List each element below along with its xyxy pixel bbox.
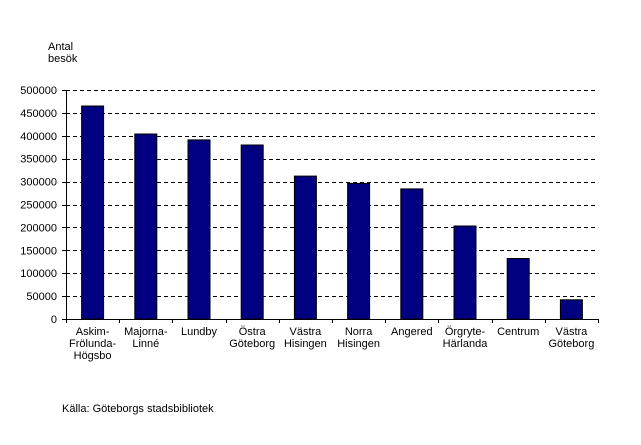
x-category-labels: Askim-Frölunda-Högsbo Majorna-Linné Lundby… bbox=[69, 326, 594, 362]
y-tick-label: 450000 bbox=[20, 108, 57, 120]
bar bbox=[400, 188, 424, 320]
x-category-label: Hisingen bbox=[284, 338, 327, 350]
bar bbox=[293, 175, 317, 320]
bar bbox=[559, 299, 583, 320]
x-category-label: Hisingen bbox=[337, 338, 380, 350]
y-axis-title-line: Antal bbox=[48, 41, 73, 53]
x-category-label: Västra bbox=[556, 326, 589, 338]
y-tick-label: 250000 bbox=[20, 200, 57, 212]
x-category-label: Östra bbox=[239, 326, 267, 338]
y-tick-label: 0 bbox=[51, 314, 57, 326]
x-category-label: Linné bbox=[132, 338, 159, 350]
axes bbox=[62, 90, 599, 323]
x-category-label: Härlanda bbox=[443, 338, 489, 350]
x-category-label: Göteborg bbox=[548, 338, 594, 350]
bar bbox=[187, 139, 211, 320]
bar bbox=[453, 225, 477, 320]
x-category-label: Västra bbox=[290, 326, 323, 338]
x-category-label: Askim- bbox=[76, 326, 110, 338]
bar bbox=[506, 258, 530, 320]
source-note: Källa: Göteborgs stadsbibliotek bbox=[62, 403, 214, 415]
y-tick-label: 150000 bbox=[20, 245, 57, 257]
x-category-label: Centrum bbox=[497, 326, 539, 338]
y-tick-label: 50000 bbox=[26, 291, 57, 303]
y-tick-labels: 0 50000 100000 150000 200000 250000 300000 3500… bbox=[20, 85, 57, 326]
y-tick-label: 500000 bbox=[20, 85, 57, 97]
bar bbox=[240, 144, 264, 320]
x-category-label: Angered bbox=[391, 326, 433, 338]
y-tick-label: 400000 bbox=[20, 131, 57, 143]
y-tick-label: 200000 bbox=[20, 222, 57, 234]
x-category-label: Majorna- bbox=[124, 326, 168, 338]
bar bbox=[81, 105, 105, 320]
bar bbox=[347, 182, 371, 320]
x-category-label: Örgryte- bbox=[445, 326, 486, 338]
x-category-label: Högsbo bbox=[74, 350, 112, 362]
y-axis-title-line: besök bbox=[48, 53, 78, 65]
x-category-label: Lundby bbox=[181, 326, 218, 338]
bar bbox=[134, 133, 158, 320]
x-category-label: Norra bbox=[345, 326, 373, 338]
y-tick-label: 100000 bbox=[20, 268, 57, 280]
x-category-label: Göteborg bbox=[229, 338, 275, 350]
bars bbox=[81, 105, 583, 320]
y-tick-label: 300000 bbox=[20, 177, 57, 189]
x-category-label: Frölunda- bbox=[69, 338, 116, 350]
y-tick-label: 350000 bbox=[20, 154, 57, 166]
